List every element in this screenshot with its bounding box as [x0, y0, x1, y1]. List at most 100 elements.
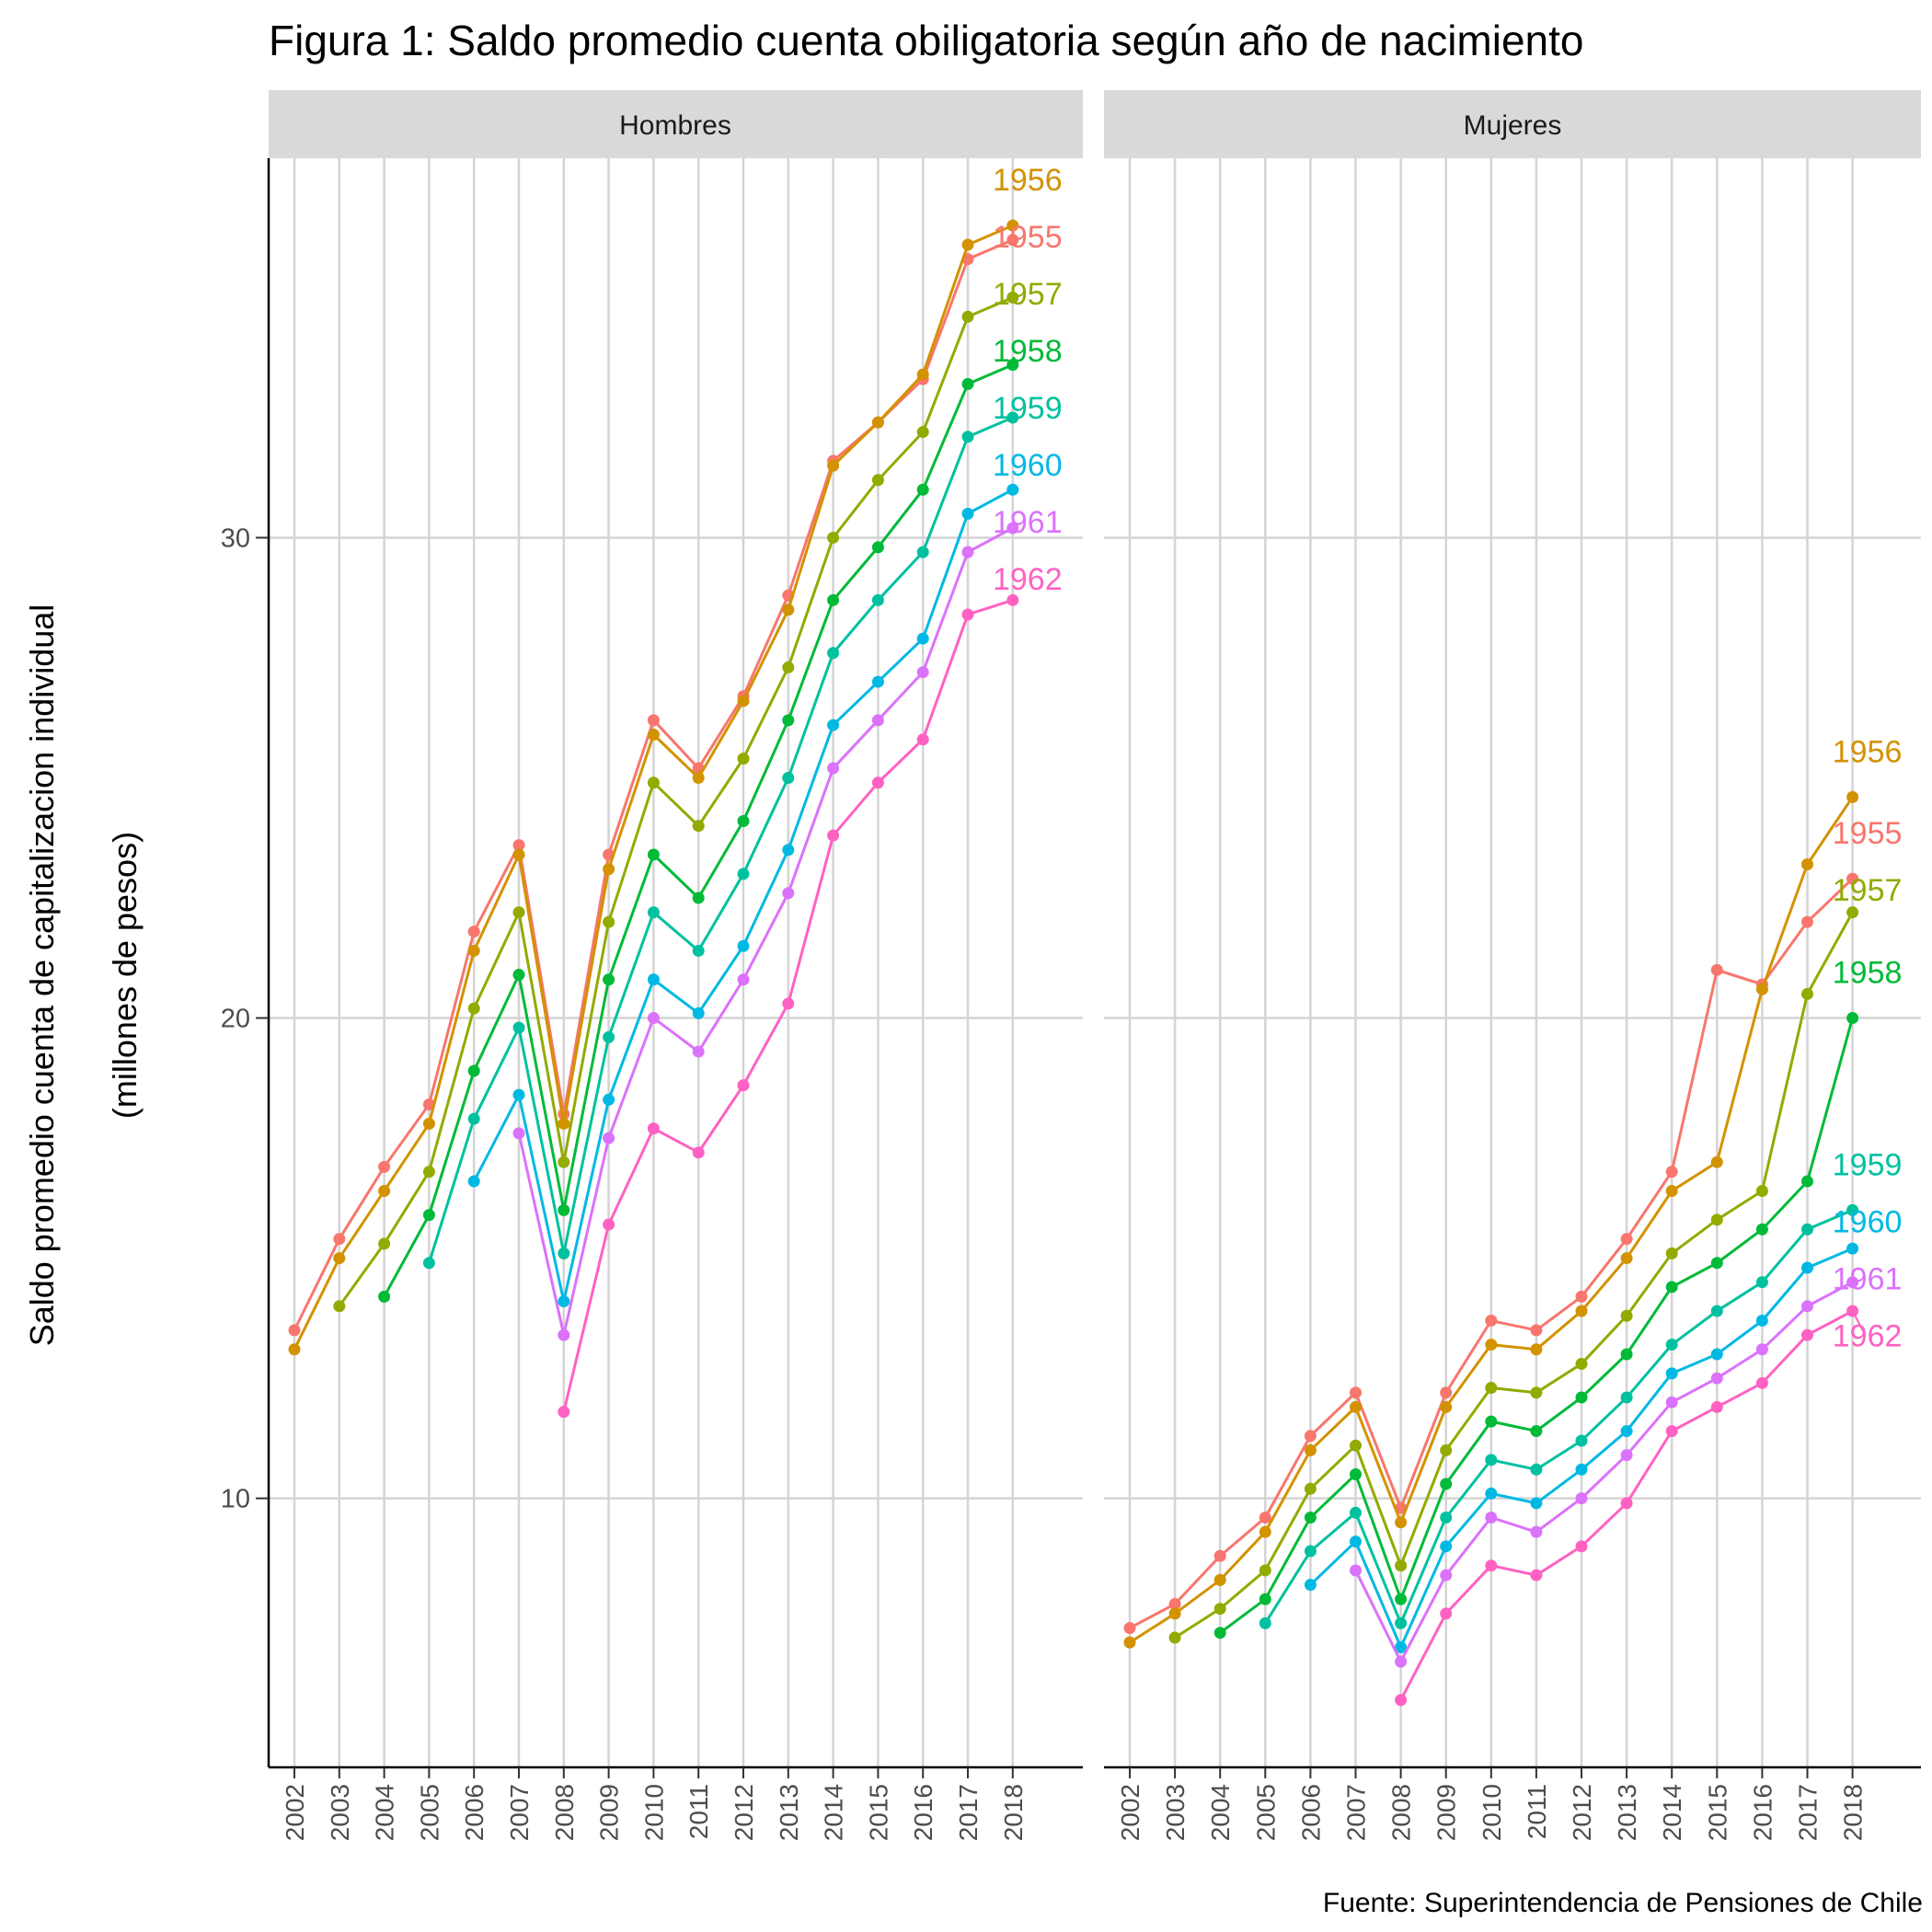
data-point-1956: [1755, 983, 1768, 995]
data-point-1962: [1801, 1328, 1813, 1341]
data-point-1962: [647, 1122, 660, 1135]
data-point-1959: [1395, 1616, 1408, 1629]
series-label-1959: 1959: [993, 391, 1063, 426]
data-point-1959: [827, 647, 840, 660]
series-label-1957: 1957: [993, 277, 1063, 312]
x-tick-label: 2002: [1116, 1784, 1144, 1841]
data-point-1957: [1665, 1247, 1678, 1259]
x-tick-label: 2010: [639, 1784, 668, 1841]
data-point-1956: [1801, 857, 1813, 870]
data-point-1957: [467, 1002, 480, 1015]
strip-mujeres: [1104, 90, 1921, 158]
data-point-1959: [647, 906, 660, 919]
data-point-1960: [1665, 1367, 1678, 1380]
data-point-1957: [422, 1166, 435, 1179]
data-point-1956: [467, 944, 480, 957]
data-point-1958: [1259, 1593, 1271, 1605]
data-point-1959: [558, 1247, 570, 1259]
series-line-1959: [427, 416, 1014, 1264]
data-point-1955: [1801, 915, 1813, 928]
data-point-1957: [1440, 1443, 1453, 1456]
data-point-1959: [603, 1030, 615, 1043]
data-point-1959: [916, 546, 929, 558]
data-point-1955: [1665, 1166, 1678, 1179]
data-point-1961: [603, 1132, 615, 1144]
data-point-1959: [422, 1257, 435, 1270]
data-point-1955: [1710, 963, 1723, 976]
x-tick-label: 2014: [1658, 1784, 1686, 1841]
data-point-1956: [1168, 1607, 1181, 1620]
x-tick-label: 2016: [909, 1784, 937, 1841]
panel-hombres: Hombres 2002 2003 2004 2005 2006 2007 2008 2009…: [267, 90, 1083, 1841]
series-label-1955: 1955: [1833, 816, 1903, 851]
x-tick-label: 2018: [999, 1784, 1028, 1841]
series-label-1959: 1959: [1833, 1147, 1903, 1182]
data-point-1961: [737, 973, 750, 986]
data-point-1957: [1801, 987, 1813, 1000]
x-tick-label: 2003: [326, 1784, 354, 1841]
series-hombres: [288, 219, 1019, 1419]
y-axis-ticks: 10 20 30: [221, 523, 269, 1514]
strip-label-hombres: Hombres: [619, 110, 731, 141]
data-point-1955: [1440, 1386, 1453, 1399]
x-tick-label: 2007: [1342, 1784, 1371, 1841]
data-point-1958: [467, 1064, 480, 1077]
data-point-1960: [1801, 1261, 1813, 1274]
data-point-1959: [1755, 1276, 1768, 1289]
data-point-1959: [512, 1021, 525, 1034]
data-point-1962: [1665, 1425, 1678, 1438]
series-label-1956: 1956: [993, 163, 1063, 198]
data-point-1956: [692, 771, 705, 784]
data-point-1958: [827, 593, 840, 606]
data-point-1956: [1006, 219, 1019, 232]
data-point-1960: [1575, 1463, 1588, 1476]
series-line-1961: [1354, 1281, 1854, 1665]
gridlines-mujeres: [1104, 158, 1921, 1767]
data-point-1957: [782, 661, 795, 673]
data-point-1960: [1485, 1487, 1498, 1500]
data-point-1957: [1395, 1559, 1408, 1572]
x-tick-label: 2005: [415, 1784, 443, 1841]
strip-label-mujeres: Mujeres: [1464, 110, 1562, 141]
data-point-1955: [1123, 1622, 1136, 1635]
data-point-1962: [1620, 1497, 1633, 1510]
x-tick-label: 2013: [1613, 1784, 1641, 1841]
data-point-1956: [916, 368, 929, 381]
data-point-1957: [1485, 1382, 1498, 1395]
data-point-1956: [1440, 1400, 1453, 1413]
data-point-1956: [1259, 1525, 1271, 1538]
data-point-1955: [1846, 872, 1859, 885]
data-point-1962: [737, 1079, 750, 1092]
data-point-1961: [1620, 1449, 1633, 1462]
data-point-1955: [1350, 1386, 1362, 1399]
data-point-1959: [1575, 1434, 1588, 1447]
data-point-1956: [512, 848, 525, 861]
data-point-1957: [1168, 1631, 1181, 1644]
data-point-1961: [1485, 1512, 1498, 1524]
data-point-1957: [1755, 1184, 1768, 1197]
x-tick-label: 2017: [1794, 1784, 1823, 1841]
data-point-1957: [961, 310, 974, 323]
data-point-1957: [1304, 1482, 1317, 1495]
data-point-1959: [961, 431, 974, 443]
data-point-1957: [1620, 1309, 1633, 1322]
data-point-1957: [692, 820, 705, 833]
data-point-1961: [558, 1328, 570, 1341]
series-label-1962: 1962: [1833, 1318, 1903, 1353]
data-point-1956: [871, 416, 884, 429]
series-line-1957: [338, 296, 1014, 1307]
data-point-1961: [1350, 1564, 1362, 1577]
data-point-1956: [827, 459, 840, 472]
data-point-1956: [961, 238, 974, 251]
data-point-1959: [467, 1112, 480, 1125]
series-label-1955: 1955: [993, 220, 1063, 255]
data-point-1957: [603, 915, 615, 928]
data-point-1961: [871, 714, 884, 727]
data-point-1960: [467, 1175, 480, 1188]
x-tick-label: 2017: [954, 1784, 983, 1841]
data-point-1957: [1575, 1357, 1588, 1370]
data-point-1956: [1846, 790, 1859, 803]
x-tick-label: 2009: [1432, 1784, 1461, 1841]
data-point-1957: [1530, 1386, 1543, 1399]
